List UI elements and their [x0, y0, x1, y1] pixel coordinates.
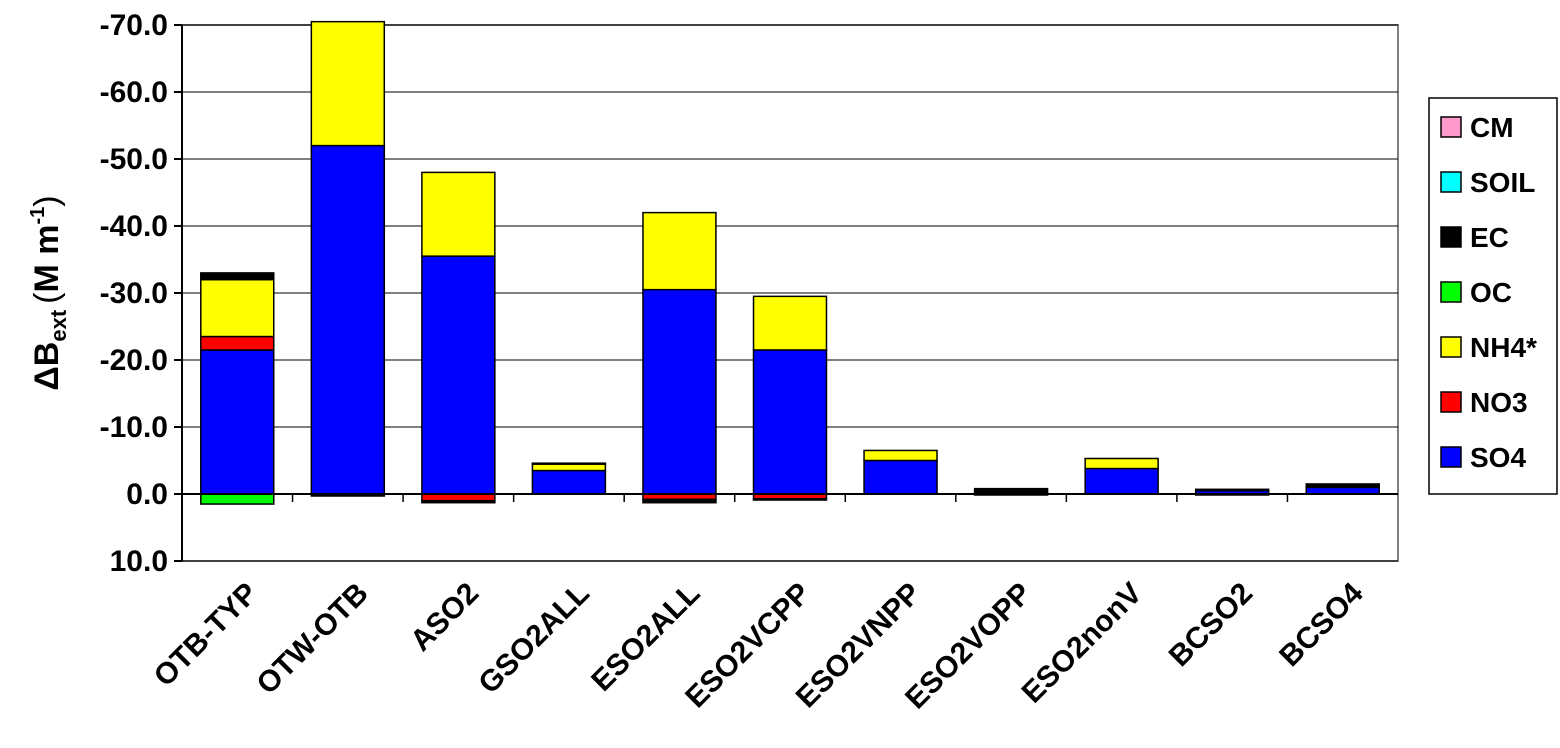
legend-label: SOIL	[1470, 167, 1535, 198]
y-tick-label: -40.0	[100, 210, 168, 243]
x-category-label: OTB-TYP	[148, 577, 264, 693]
bar-so4-eso2vnpp	[863, 459, 938, 495]
bar-oc-otb-typ	[200, 493, 275, 505]
y-tick-label: 0.0	[126, 478, 168, 511]
bar-ec-eso2all	[642, 498, 717, 504]
x-category-label: ASO2	[404, 577, 485, 658]
legend-swatch	[1440, 171, 1462, 193]
bar-no3-otb-typ	[200, 335, 275, 351]
y-tick-label: -10.0	[100, 411, 168, 444]
bar-so4-eso2vcpp	[752, 349, 828, 495]
legend-swatch	[1440, 336, 1462, 358]
legend-label: OC	[1470, 277, 1512, 308]
legend-swatch	[1440, 226, 1462, 248]
y-axis-ticks: -70.0 -60.0 -50.0 -40.0 -30.0 -20.0 -10.0 0.0 10…	[100, 9, 182, 578]
bar-so4-eso2nonv	[1084, 467, 1159, 495]
y-tick-label: -70.0	[100, 9, 168, 42]
legend: CM SOIL EC OC NH4* NO3 SO4	[1428, 97, 1558, 495]
legend-swatch	[1440, 281, 1462, 303]
bar-so4-eso2all	[642, 288, 717, 495]
bar-so4-bcso4	[1305, 486, 1380, 495]
bar-ec-gso2all	[531, 462, 607, 465]
x-category-label: GSO2ALL	[472, 577, 596, 701]
bar-so4-aso2	[421, 255, 496, 495]
y-tick-label: -20.0	[100, 344, 168, 377]
bar-so4-otb-typ	[200, 349, 275, 495]
x-category-label: ESO2nonV	[1016, 577, 1149, 710]
bar-nh4-otw-otb	[310, 20, 386, 147]
bar-ec-bcso2	[1194, 488, 1270, 492]
bar-nh4-eso2vcpp	[752, 295, 828, 351]
x-category-label: OTW-OTB	[251, 577, 375, 701]
legend-swatch	[1440, 391, 1462, 413]
x-category-label: BCSO4	[1273, 576, 1370, 673]
bar-nh4-otb-typ	[200, 278, 275, 338]
legend-label: CM	[1470, 112, 1514, 143]
bar-nh4-eso2vnpp	[863, 449, 938, 462]
y-axis-title: ΔBext(M m-1)	[27, 195, 71, 390]
y-tick-label: -30.0	[100, 277, 168, 310]
legend-label: NH4*	[1470, 332, 1537, 363]
y-tick-label: -60.0	[100, 76, 168, 109]
bar-nh4-aso2	[421, 171, 496, 257]
bar-ec-eso2vopp	[973, 487, 1049, 494]
y-tick-label: 10.0	[110, 545, 168, 578]
legend-label: SO4	[1470, 442, 1526, 473]
bar-ec-otb-typ	[200, 272, 275, 281]
bar-no3-aso2	[421, 493, 496, 502]
legend-label: EC	[1470, 222, 1509, 253]
legend-swatch	[1440, 446, 1462, 468]
bars	[200, 20, 1380, 505]
bar-ec-bcso4	[1305, 483, 1380, 489]
bar-so4-otw-otb	[310, 144, 386, 495]
y-tick-label: -50.0	[100, 143, 168, 176]
bar-ec-aso2	[421, 499, 496, 504]
bar-nh4-eso2all	[642, 211, 717, 291]
bar-so4-gso2all	[531, 469, 607, 495]
x-category-label: ESO2ALL	[585, 577, 706, 698]
bar-nh4-eso2nonv	[1084, 457, 1159, 470]
bar-ec-eso2vcpp	[752, 497, 828, 501]
legend-label: NO3	[1470, 387, 1528, 418]
x-category-label: BCSO2	[1163, 577, 1259, 673]
legend-swatch	[1440, 116, 1462, 138]
